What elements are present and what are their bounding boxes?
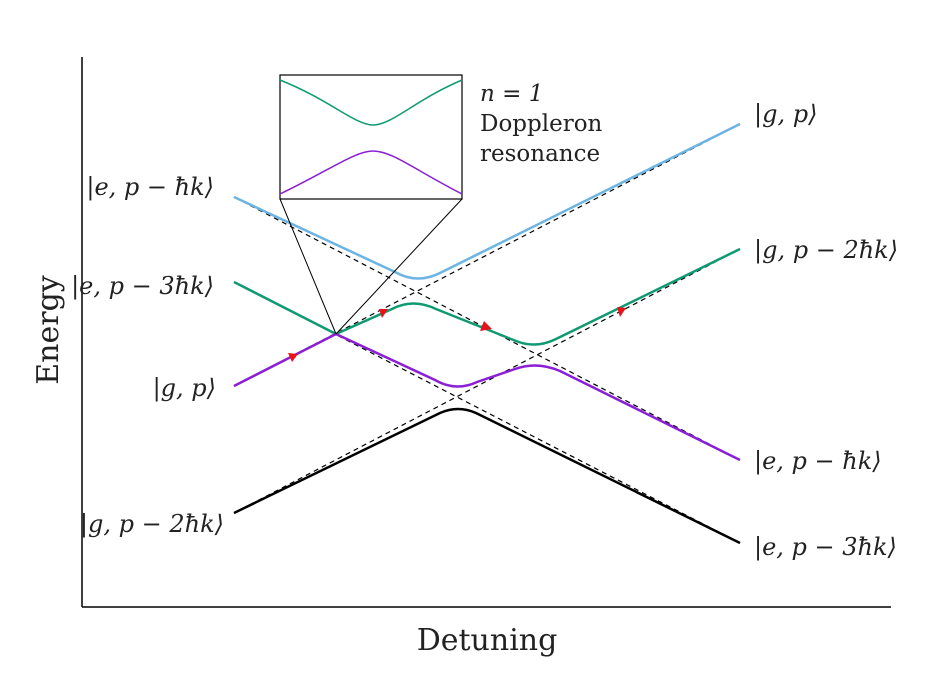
annotation-line-2: Doppleron	[480, 111, 603, 137]
black-curve	[233, 407, 741, 545]
left-label-g-p-2hk: |g, p − 2ħk⟩	[80, 510, 224, 539]
inset-purple-curve	[279, 150, 463, 195]
left-label-e-p-3hk: |e, p − 3ħk⟩	[71, 272, 214, 301]
inset-connector-right	[335, 198, 463, 335]
red-arrow-2	[379, 309, 388, 318]
right-label-e-p-3hk: |e, p − 3ħk⟩	[754, 533, 897, 562]
right-label-g-p-2hk: |g, p − 2ħk⟩	[754, 236, 898, 265]
red-arrow-1	[288, 353, 298, 362]
annotation-line-1: n = 1	[480, 81, 543, 107]
blue-curve	[233, 122, 741, 280]
left-label-e-p-hk: |e, p − ħk⟩	[86, 173, 214, 202]
left-label-g-p: |g, p⟩	[153, 374, 216, 403]
x-axis-title: Detuning	[417, 623, 558, 658]
green-curve	[233, 247, 741, 346]
right-label-g-p: |g, p⟩	[754, 100, 817, 129]
purple-curve	[233, 332, 741, 462]
red-arrow-3	[480, 321, 492, 331]
dashed-line-g-p-2hk	[233, 248, 741, 514]
right-label-e-p-hk: |e, p − ħk⟩	[754, 447, 882, 476]
annotation-line-3: resonance	[480, 141, 600, 167]
population-transfer-arrows	[288, 307, 626, 362]
red-arrow-4	[617, 307, 626, 317]
y-axis-title: Energy	[31, 275, 66, 385]
inset-connector-left	[279, 198, 337, 335]
inset-green-curve	[279, 79, 463, 126]
